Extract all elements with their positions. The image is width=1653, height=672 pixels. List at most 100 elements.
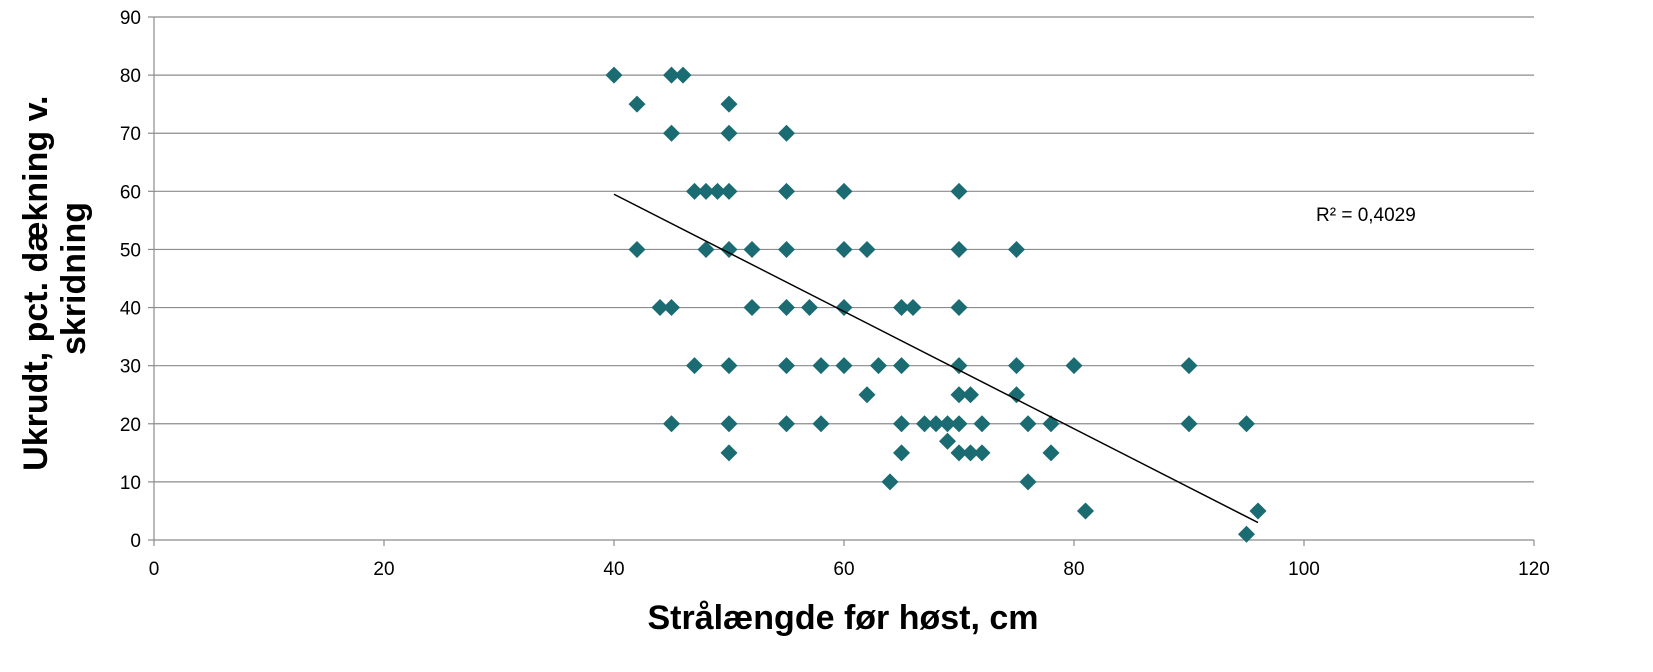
data-point: [663, 66, 680, 84]
data-point: [893, 415, 910, 433]
data-point: [1238, 525, 1255, 543]
data-point: [858, 240, 876, 258]
y-tick-label: 60: [120, 182, 141, 203]
data-point: [778, 415, 795, 433]
x-axis-title: Strålængde før høst, cm: [647, 599, 1038, 637]
y-axis-title: Ukrudt, pct. dækning v. skridning: [17, 86, 93, 471]
x-tick-label: 40: [603, 559, 624, 580]
data-point: [801, 299, 818, 317]
y-axis-title-line-1: Ukrudt, pct. dækning v.: [17, 96, 55, 471]
data-point: [950, 444, 968, 462]
data-point: [686, 357, 703, 375]
data-point: [628, 95, 646, 113]
y-axis-title-line-2: skridning: [55, 202, 93, 355]
y-tick-label: 20: [120, 415, 141, 436]
data-point: [962, 386, 979, 404]
data-point: [962, 444, 979, 462]
data-point: [778, 299, 795, 317]
y-tick-label: 0: [130, 531, 141, 552]
data-point: [720, 182, 738, 200]
data-point: [743, 299, 761, 317]
data-point: [778, 357, 795, 375]
data-point: [778, 182, 795, 200]
data-point: [916, 415, 933, 433]
data-point: [893, 357, 910, 375]
x-tick-label: 120: [1518, 559, 1550, 580]
y-tick-label: 50: [120, 240, 141, 261]
y-tick-label: 70: [120, 124, 141, 145]
data-point: [950, 182, 968, 200]
y-tick-label: 80: [120, 66, 141, 87]
x-tick-label: 100: [1288, 559, 1320, 580]
data-point: [1042, 444, 1060, 462]
data-point: [651, 299, 669, 317]
data-point: [1008, 386, 1025, 404]
trendline: [613, 193, 1259, 524]
data-point: [628, 240, 646, 258]
x-tick-labels: 0 20 40 60 80 100 120: [149, 559, 1550, 580]
data-point: [973, 415, 991, 433]
data-point: [674, 66, 692, 84]
data-point: [1008, 357, 1025, 375]
data-point: [663, 299, 680, 317]
data-point: [1077, 502, 1094, 520]
data-point: [1008, 240, 1025, 258]
y-tick-label: 10: [120, 473, 141, 494]
y-tick-label: 30: [120, 357, 141, 378]
data-point: [835, 357, 853, 375]
data-point: [1180, 415, 1198, 433]
data-point: [950, 386, 968, 404]
data-points: [605, 66, 1267, 543]
data-point: [709, 182, 726, 200]
y-tick-labels: 0 10 20 30 40 50 60 70 80 90: [120, 8, 141, 552]
data-point: [1249, 502, 1267, 520]
data-point: [720, 415, 738, 433]
data-point: [835, 299, 853, 317]
data-point: [973, 444, 991, 462]
data-point: [939, 432, 956, 450]
data-point: [939, 415, 956, 433]
data-point: [697, 240, 715, 258]
x-tick-label: 0: [149, 559, 160, 580]
data-point: [778, 124, 795, 142]
data-point: [1019, 473, 1037, 491]
data-point: [697, 182, 715, 200]
data-point: [950, 357, 968, 375]
data-point: [950, 415, 968, 433]
data-point: [663, 124, 680, 142]
data-point: [904, 299, 922, 317]
data-point: [950, 299, 968, 317]
y-tick-label: 90: [120, 8, 141, 29]
data-point: [720, 124, 738, 142]
data-point: [1065, 357, 1083, 375]
axes: [148, 16, 1535, 546]
data-point: [893, 444, 910, 462]
data-point: [778, 240, 795, 258]
y-tick-label: 40: [120, 299, 141, 320]
data-point: [720, 357, 738, 375]
data-point: [835, 182, 853, 200]
data-point: [812, 357, 830, 375]
data-point: [927, 415, 945, 433]
data-point: [686, 182, 703, 200]
data-point: [720, 95, 738, 113]
data-point: [605, 66, 623, 84]
data-point: [720, 444, 738, 462]
x-tick-label: 60: [833, 559, 854, 580]
data-point: [1019, 415, 1037, 433]
data-point: [893, 299, 910, 317]
data-point: [720, 240, 738, 258]
data-point: [858, 386, 876, 404]
x-tick-label: 20: [373, 559, 394, 580]
data-point: [870, 357, 887, 375]
data-point: [812, 415, 830, 433]
data-point: [1238, 415, 1255, 433]
data-point: [743, 240, 761, 258]
data-point: [1180, 357, 1198, 375]
r-squared-label: R² = 0,4029: [1316, 205, 1416, 226]
data-point: [881, 473, 899, 491]
data-point: [950, 240, 968, 258]
data-point: [663, 415, 680, 433]
data-point: [835, 240, 853, 258]
